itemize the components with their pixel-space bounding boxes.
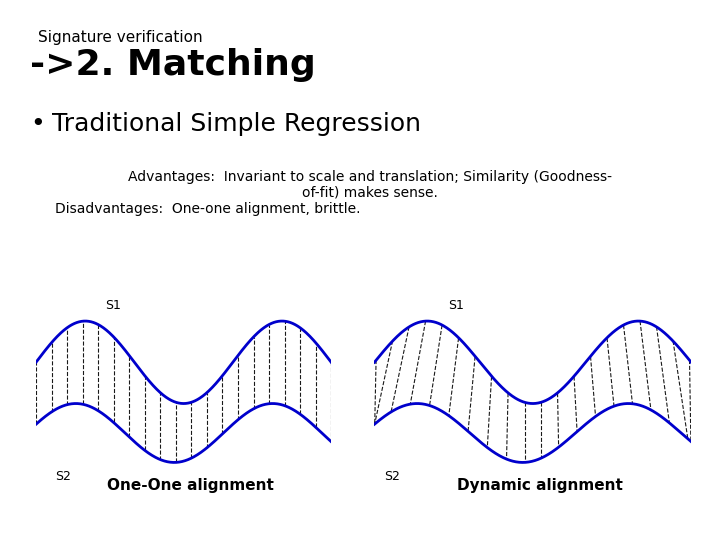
Text: S2: S2 — [55, 469, 71, 483]
Text: S2: S2 — [384, 469, 400, 483]
Text: ->2. Matching: ->2. Matching — [30, 48, 316, 82]
Text: of-fit) makes sense.: of-fit) makes sense. — [302, 186, 438, 200]
Text: Disadvantages:  One-one alignment, brittle.: Disadvantages: One-one alignment, brittl… — [55, 202, 361, 216]
Text: S1: S1 — [449, 299, 464, 312]
Text: Traditional Simple Regression: Traditional Simple Regression — [52, 112, 421, 136]
Text: One-One alignment: One-One alignment — [107, 478, 274, 493]
Text: S1: S1 — [105, 299, 121, 312]
Text: Dynamic alignment: Dynamic alignment — [457, 478, 623, 493]
Text: Advantages:  Invariant to scale and translation; Similarity (Goodness-: Advantages: Invariant to scale and trans… — [128, 170, 612, 184]
Text: •: • — [30, 112, 45, 136]
Text: Signature verification: Signature verification — [38, 30, 202, 45]
